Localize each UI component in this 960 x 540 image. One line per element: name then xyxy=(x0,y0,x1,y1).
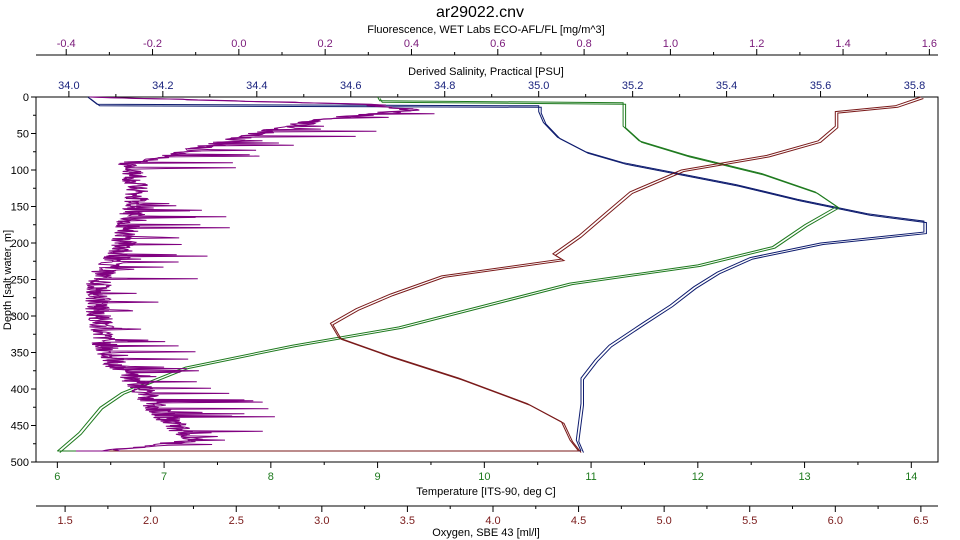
fluorescence-tick-label: 0.6 xyxy=(490,38,505,50)
temperature-tick-label: 7 xyxy=(161,471,167,483)
salinity-tick-label: 35.0 xyxy=(528,80,549,92)
oxygen-tick-label: 2.5 xyxy=(229,515,244,527)
depth-axis-title: Depth [salt water, m] xyxy=(2,230,14,330)
salinity-tick-label: 34.6 xyxy=(340,80,361,92)
temperature-tick-label: 8 xyxy=(268,471,274,483)
oxygen-series-line xyxy=(332,98,924,453)
salinity-axis-title: Derived Salinity, Practical [PSU] xyxy=(408,66,564,78)
depth-tick-label: 500 xyxy=(11,457,29,469)
oxygen-tick-label: 5.0 xyxy=(656,515,671,527)
oxygen-tick-label: 1.5 xyxy=(57,515,72,527)
temperature-tick-label: 6 xyxy=(54,471,60,483)
depth-tick-label: 100 xyxy=(11,165,29,177)
fluorescence-tick-label: 0.8 xyxy=(576,38,591,50)
salinity-tick-label: 35.2 xyxy=(622,80,643,92)
temperature-axis-ticks: 6 7 8 9 10 11 12 13 14 xyxy=(54,462,917,483)
salinity-axis-ticks: 34.0 34.2 34.4 34.6 34.8 35.0 35.2 35.4 35.6 35.8 xyxy=(58,80,925,97)
fluorescence-tick-label: 0.2 xyxy=(318,38,333,50)
temperature-axis-title: Temperature [ITS-90, deg C] xyxy=(416,486,555,498)
oxygen-tick-label: 4.5 xyxy=(571,515,586,527)
temperature-tick-label: 11 xyxy=(585,471,596,483)
temperature-tick-label: 13 xyxy=(798,471,810,483)
temperature-tick-label: 12 xyxy=(692,471,704,483)
oxygen-axis-ticks: 1.5 2.0 2.5 3.0 3.5 4.0 4.5 5.0 5.5 6.0 6.5 xyxy=(57,506,929,527)
fluorescence-tick-label: -0.2 xyxy=(143,38,162,50)
fluorescence-axis-title: Fluorescence, WET Labs ECO-AFL/FL [mg/m^… xyxy=(367,24,604,36)
salinity-tick-label: 34.2 xyxy=(152,80,173,92)
temperature-series-line xyxy=(56,96,838,452)
fluorescence-axis-ticks: -0.4 -0.2 0.0 0.2 0.4 0.6 0.8 1.0 1.2 1.4 1.6 xyxy=(57,38,937,55)
oxygen-tick-label: 5.5 xyxy=(742,515,757,527)
fluorescence-tick-label: -0.4 xyxy=(57,38,76,50)
fluorescence-series-line xyxy=(85,96,435,452)
oxygen-tick-label: 6.5 xyxy=(913,515,928,527)
fluorescence-tick-label: 0.0 xyxy=(231,38,246,50)
fluorescence-tick-label: 1.2 xyxy=(749,38,764,50)
series-layer xyxy=(56,96,927,453)
oxygen-tick-label: 4.0 xyxy=(485,515,500,527)
salinity-series-line xyxy=(87,96,925,452)
depth-tick-label: 400 xyxy=(11,384,29,396)
depth-tick-label: 300 xyxy=(11,311,29,323)
salinity-tick-label: 34.4 xyxy=(246,80,267,92)
oxygen-tick-label: 3.0 xyxy=(314,515,329,527)
fluorescence-tick-label: 0.4 xyxy=(404,38,419,50)
depth-tick-label: 150 xyxy=(11,202,29,214)
temperature-tick-label: 10 xyxy=(478,471,490,483)
temperature-tick-label: 14 xyxy=(905,471,917,483)
fluorescence-tick-label: 1.4 xyxy=(835,38,850,50)
chart-title: ar29022.cnv xyxy=(436,4,524,21)
salinity-series-line xyxy=(89,98,927,453)
depth-tick-label: 0 xyxy=(23,92,29,104)
salinity-tick-label: 35.6 xyxy=(810,80,831,92)
salinity-tick-label: 34.0 xyxy=(58,80,79,92)
oxygen-tick-label: 6.0 xyxy=(828,515,843,527)
depth-axis-ticks: 0 50 100 150 200 250 300 350 400 450 500 xyxy=(11,92,36,469)
salinity-tick-label: 35.4 xyxy=(716,80,737,92)
oxygen-axis-title: Oxygen, SBE 43 [ml/l] xyxy=(432,527,540,539)
oxygen-tick-label: 2.0 xyxy=(143,515,158,527)
fluorescence-tick-label: 1.0 xyxy=(663,38,678,50)
salinity-tick-label: 35.8 xyxy=(904,80,925,92)
depth-tick-label: 450 xyxy=(11,421,29,433)
fluorescence-tick-label: 1.6 xyxy=(922,38,937,50)
depth-tick-label: 250 xyxy=(11,275,29,287)
salinity-tick-label: 34.8 xyxy=(434,80,455,92)
temperature-tick-label: 9 xyxy=(375,471,381,483)
oxygen-tick-label: 3.5 xyxy=(400,515,415,527)
depth-tick-label: 50 xyxy=(17,129,29,141)
depth-tick-label: 200 xyxy=(11,238,29,250)
depth-tick-label: 350 xyxy=(11,348,29,360)
